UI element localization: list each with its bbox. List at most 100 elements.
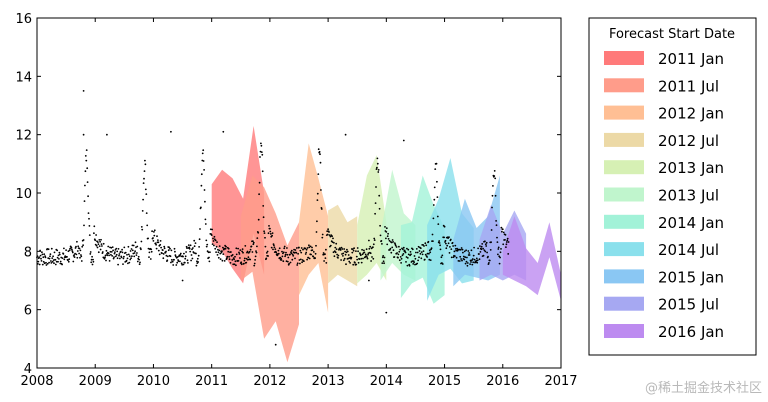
observation-point [494,177,497,180]
observation-point [476,259,479,262]
observation-point [49,255,51,258]
observation-point [263,230,265,233]
observation-point [83,224,85,227]
observation-point [193,245,196,248]
observation-point [72,260,75,263]
observation-point [428,258,431,261]
legend-swatch [604,187,644,202]
observation-point [304,247,307,250]
observation-point [352,263,355,266]
observation-point [481,243,484,245]
observation-point [500,226,503,229]
observation-point [400,262,402,264]
observation-point [131,244,134,247]
observation-point [175,264,178,266]
observation-point [339,249,342,251]
observation-point [497,253,499,256]
observation-point [491,194,494,197]
observation-point [488,259,491,262]
observation-point [306,247,309,249]
x-tick-label: 2008 [20,374,53,389]
observation-point [204,218,207,221]
observation-point [441,263,444,265]
observation-point [247,258,249,261]
observation-point [406,247,408,250]
observation-point [472,254,475,257]
observation-point [170,249,173,252]
observation-point [80,254,82,256]
observation-point [100,243,103,246]
observation-point [296,262,299,265]
observation-point [333,241,335,244]
observation-point [337,257,339,259]
legend-swatch [604,242,644,257]
observation-point [208,256,210,259]
observation-point [176,261,179,264]
observation-point [478,253,480,255]
observation-point [484,250,487,253]
observation-point [244,245,247,247]
observation-point [190,254,193,256]
observation-point [197,261,200,263]
observation-point [76,240,78,243]
observation-point [463,258,466,261]
observation-point [402,248,404,251]
observation-point [219,252,222,255]
observation-point [42,260,45,263]
axes: 2008 2009 2010 2011 2012 2013 2014 2015 2016 2017… [15,12,577,389]
observation-point [411,248,414,251]
observation-point [406,257,409,259]
observation-point [284,255,286,258]
forecast-band-2016-jan [502,216,561,301]
observation-point [114,249,117,251]
observation-point [250,245,253,248]
observation-point [360,261,363,264]
observation-point [78,247,81,250]
observation-point [355,250,357,253]
observation-point [291,258,294,261]
observation-point [171,260,174,263]
observation-point [376,162,379,165]
observation-point [167,249,170,252]
observation-point [454,255,456,257]
observation-point [92,260,95,263]
observation-point [107,245,110,248]
y-tick-label: 8 [24,245,32,260]
observation-point [345,263,347,266]
observation-outlier [344,133,347,136]
observation-point [463,250,466,253]
observation-point [195,264,198,267]
legend-label: 2015 Jan [658,268,724,286]
observation-point [366,257,369,260]
x-tick-label: 2014 [370,374,403,389]
observation-point [316,220,318,223]
observation-outlier [170,130,172,133]
observation-point [198,238,201,241]
observation-point [57,260,59,263]
observation-point [218,249,221,252]
observation-point [136,260,139,263]
observation-point [368,247,371,250]
observation-point [387,238,390,240]
observation-point [86,181,89,184]
observation-point [412,263,415,265]
observation-point [87,195,89,198]
observation-point [367,253,369,256]
observation-point [476,261,479,264]
observation-point [507,253,510,255]
observation-point [80,255,83,258]
observation-point [143,177,145,180]
observation-point [466,264,469,267]
observation-point [238,253,241,255]
observation-point [214,247,217,250]
observation-point [103,257,106,260]
observation-point [228,258,231,261]
observation-point [458,260,461,262]
observation-point [382,255,385,257]
observation-point [208,260,211,263]
observation-point [44,256,47,259]
observation-point [314,252,317,255]
observation-point [464,262,467,265]
observation-point [334,251,337,254]
observation-point [189,250,192,253]
